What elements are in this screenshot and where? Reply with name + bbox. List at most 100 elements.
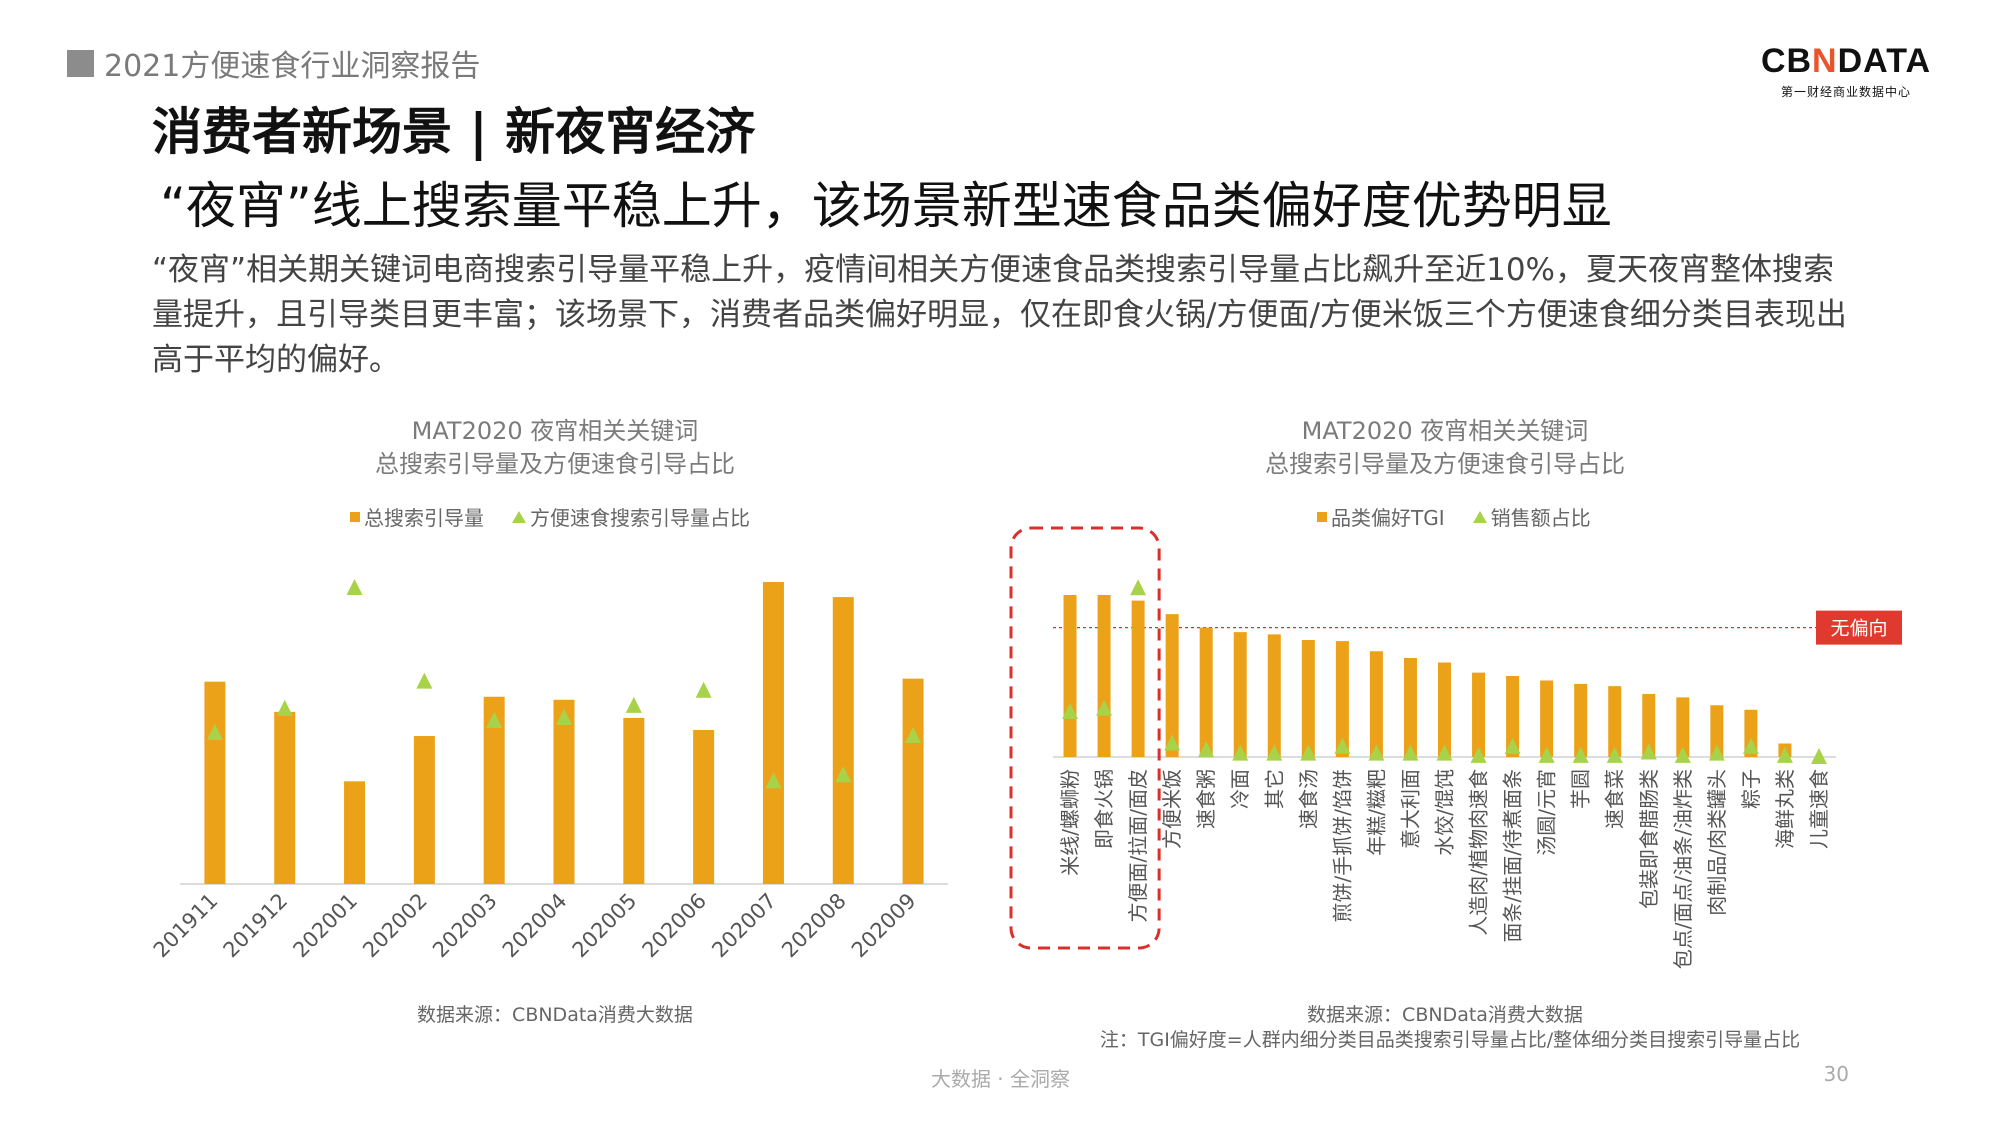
legend-triangle-icon xyxy=(512,510,526,523)
right-x-tick-label: 包装即食腊肠类 xyxy=(1637,769,1661,909)
right-x-tick-label: 肉制品/肉类罐头 xyxy=(1705,769,1729,916)
right-share-marker xyxy=(1334,737,1351,754)
right-x-tick-label: 速食菜 xyxy=(1603,769,1627,829)
right-x-tick-label: 方便面/拉面/面皮 xyxy=(1126,769,1150,922)
right-share-marker xyxy=(1266,744,1283,761)
right-bar xyxy=(1540,680,1554,757)
left-bar xyxy=(204,681,226,884)
left-chart-legend: 总搜索引导量 方便速食搜索引导量占比 xyxy=(350,502,778,531)
left-chart-title-line2: 总搜索引导量及方便速食引导占比 xyxy=(375,450,735,478)
right-x-tick-label: 海鲜丸类 xyxy=(1773,769,1797,849)
left-bar xyxy=(762,582,784,884)
right-x-tick-label: 米线/螺蛳粉 xyxy=(1058,769,1082,876)
left-x-tick-label: 202006 xyxy=(638,889,712,963)
right-bar xyxy=(1267,634,1281,757)
legend-label: 销售额占比 xyxy=(1490,506,1591,530)
right-chart-note: 注：TGI偏好度=人群内细分类目品类搜索引导量占比/整体细分类目搜索引导量占比 xyxy=(1099,1029,1801,1051)
right-x-tick-label: 包点/面点/油条/油炸类 xyxy=(1671,769,1695,969)
report-tag-square-icon xyxy=(67,49,94,77)
right-x-tick-label: 煎饼/手抓饼/馅饼 xyxy=(1330,769,1354,922)
right-bar xyxy=(1131,600,1145,757)
right-share-marker xyxy=(1232,744,1249,761)
right-share-marker xyxy=(1708,744,1725,761)
right-chart-source: 数据来源：CBNData消费大数据 xyxy=(1307,1004,1583,1026)
right-x-tick-label: 速食粥 xyxy=(1194,769,1218,829)
right-bar xyxy=(1676,697,1690,757)
right-share-marker xyxy=(1368,744,1385,761)
left-bar xyxy=(832,597,854,884)
right-share-marker xyxy=(1776,746,1793,763)
left-bar xyxy=(413,736,435,884)
right-bar xyxy=(1097,595,1111,757)
right-share-marker xyxy=(1538,746,1555,763)
left-x-tick-label: 201912 xyxy=(219,889,293,963)
right-share-marker xyxy=(1674,746,1691,763)
left-chart-title-line1: MAT2020 夜宵相关关键词 xyxy=(411,417,699,445)
right-share-marker xyxy=(1436,744,1453,761)
left-share-marker xyxy=(206,724,223,740)
right-chart-title: MAT2020 夜宵相关关键词 总搜索引导量及方便速食引导占比 xyxy=(1190,415,1700,481)
legend-square-icon xyxy=(350,511,360,522)
right-share-marker xyxy=(1062,703,1079,719)
right-bar xyxy=(1301,640,1315,757)
headline: “夜宵”线上搜索量平稳上升，该场景新型速食品类偏好度优势明显 xyxy=(160,177,1612,235)
left-chart-title: MAT2020 夜宵相关关键词 总搜索引导量及方便速食引导占比 xyxy=(300,415,810,481)
right-bar xyxy=(1438,662,1451,757)
logo-text-a: CB xyxy=(1760,42,1813,80)
left-x-tick-label: 202009 xyxy=(847,889,921,963)
left-x-tick-label: 202004 xyxy=(498,889,572,963)
legend-item-tgi: 品类偏好TGI xyxy=(1317,502,1445,531)
right-share-marker xyxy=(1810,748,1827,764)
right-x-tick-label: 面条/挂面/待煮面条 xyxy=(1501,769,1525,942)
logo-text-b: DATA xyxy=(1837,42,1931,80)
legend-label: 方便速食搜索引导量占比 xyxy=(530,506,750,530)
right-bar xyxy=(1233,632,1247,757)
right-x-tick-label: 汤圆/元宵 xyxy=(1535,769,1559,856)
right-x-tick-label: 方便米饭 xyxy=(1160,769,1184,849)
right-bar xyxy=(1165,614,1179,757)
left-share-marker xyxy=(835,766,852,783)
legend-square-icon xyxy=(1317,511,1327,522)
right-x-tick-label: 年糕/糍粑 xyxy=(1364,769,1388,856)
logo-text-n: N xyxy=(1812,42,1838,80)
footer-tagline: 大数据 · 全洞察 xyxy=(930,1067,1071,1091)
right-bar xyxy=(1335,641,1349,757)
left-share-marker xyxy=(905,727,922,744)
left-share-marker xyxy=(276,699,293,716)
cbndata-logo: CBNDATA 第一财经商业数据中心 xyxy=(1761,42,1931,100)
right-bar xyxy=(1710,705,1724,757)
right-share-marker xyxy=(1198,741,1215,758)
left-x-tick-label: 202008 xyxy=(777,889,851,963)
left-share-marker xyxy=(556,708,572,725)
logo-wordmark: CBNDATA xyxy=(1761,42,1931,81)
left-share-marker xyxy=(416,672,433,689)
right-chart-title-line1: MAT2020 夜宵相关关键词 xyxy=(1301,417,1589,445)
left-x-tick-label: 202007 xyxy=(707,889,781,963)
right-share-marker xyxy=(1130,579,1147,596)
page-number: 30 xyxy=(1823,1062,1849,1086)
left-x-tick-label: 202002 xyxy=(358,889,432,963)
left-bar xyxy=(553,699,575,884)
legend-item-total-search: 总搜索引导量 xyxy=(350,502,484,531)
reference-badge xyxy=(1816,610,1902,645)
report-title: 2021方便速食行业洞察报告 xyxy=(104,49,481,84)
highlight-box xyxy=(1009,526,1161,950)
left-share-marker xyxy=(695,681,712,698)
right-bar xyxy=(1403,658,1417,757)
right-x-tick-label: 芋圆 xyxy=(1569,769,1593,809)
right-x-tick-label: 意大利面 xyxy=(1398,769,1422,849)
report-tag: 2021方便速食行业洞察报告 xyxy=(67,46,480,84)
left-share-marker xyxy=(486,711,503,728)
right-share-marker xyxy=(1164,734,1181,751)
left-chart-source: 数据来源：CBNData消费大数据 xyxy=(417,1004,693,1026)
right-bar xyxy=(1574,683,1588,757)
right-bar xyxy=(1642,694,1656,757)
right-chart-legend: 品类偏好TGI 销售额占比 xyxy=(1317,502,1619,531)
legend-triangle-icon xyxy=(1472,510,1487,523)
right-bar xyxy=(1608,686,1622,757)
right-share-marker xyxy=(1742,737,1759,754)
right-bar xyxy=(1369,651,1383,757)
legend-item-sales-share: 销售额占比 xyxy=(1472,502,1591,531)
left-bar xyxy=(693,729,715,884)
